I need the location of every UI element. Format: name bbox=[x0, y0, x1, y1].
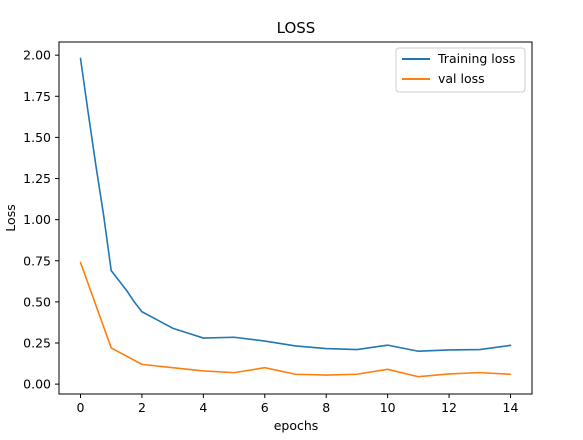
x-tick-label: 6 bbox=[261, 400, 269, 415]
x-tick-label: 14 bbox=[503, 400, 519, 415]
x-tick-label: 2 bbox=[138, 400, 146, 415]
legend-val-loss-label: val loss bbox=[438, 71, 485, 86]
y-tick-label: 0.25 bbox=[23, 336, 51, 351]
y-tick-label: 1.25 bbox=[23, 171, 51, 186]
y-axis-label: Loss bbox=[3, 204, 18, 231]
legend: Training loss val loss bbox=[395, 47, 526, 93]
x-tick-label: 4 bbox=[199, 400, 207, 415]
x-axis-label: epochs bbox=[274, 418, 319, 433]
x-axis: 0 2 4 6 8 10 12 14 bbox=[77, 394, 519, 415]
y-axis: 0.00 0.25 0.50 0.75 1.00 1.25 1.50 1.75 2.00 bbox=[23, 48, 59, 392]
y-tick-label: 1.00 bbox=[23, 212, 51, 227]
y-tick-label: 0.75 bbox=[23, 253, 51, 268]
plot-area bbox=[79, 57, 512, 378]
x-tick-label: 12 bbox=[441, 400, 457, 415]
y-tick-label: 2.00 bbox=[23, 48, 51, 63]
y-tick-label: 1.50 bbox=[23, 130, 51, 145]
x-tick-label: 10 bbox=[380, 400, 396, 415]
legend-training-loss-label: Training loss bbox=[437, 51, 515, 66]
chart-title: LOSS bbox=[277, 19, 316, 37]
x-tick-label: 0 bbox=[77, 400, 85, 415]
training-loss-line bbox=[79, 57, 512, 353]
y-tick-label: 0.00 bbox=[23, 377, 51, 392]
plot-frame bbox=[58, 41, 533, 395]
y-tick-label: 0.50 bbox=[23, 294, 51, 309]
x-tick-label: 8 bbox=[322, 400, 330, 415]
y-tick-label: 1.75 bbox=[23, 89, 51, 104]
val-loss-line bbox=[79, 261, 512, 378]
